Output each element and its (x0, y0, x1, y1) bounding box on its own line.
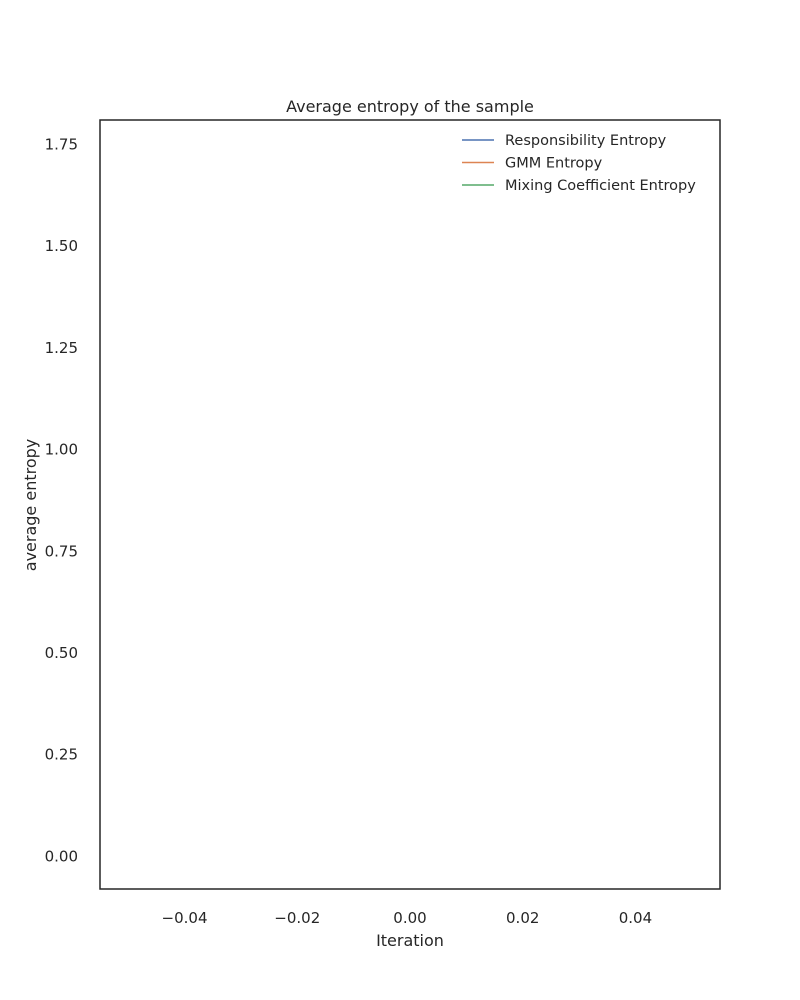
y-tick-label: 0.75 (45, 542, 78, 560)
legend-label: Mixing Coefficient Entropy (505, 178, 696, 194)
legend-label: Responsibility Entropy (505, 133, 667, 149)
x-tick-label: −0.04 (162, 909, 208, 927)
x-axis-ticks: −0.04 −0.02 0.00 0.02 0.04 (162, 909, 653, 927)
y-tick-label: 1.50 (45, 237, 78, 255)
y-tick-label: 0.25 (45, 746, 78, 764)
y-tick-label: 1.00 (45, 441, 78, 459)
plot-area (99, 119, 721, 890)
y-tick-label: 1.25 (45, 339, 78, 357)
y-tick-label: 0.00 (45, 847, 78, 865)
y-axis-ticks: 0.00 0.25 0.50 0.75 1.00 1.25 1.50 1.75 (45, 135, 78, 865)
legend-label: GMM Entropy (505, 156, 603, 172)
y-axis-label: average entropy (21, 439, 40, 571)
x-axis-label: Iteration (376, 931, 444, 950)
y-tick-label: 0.50 (45, 644, 78, 662)
x-tick-label: 0.02 (506, 909, 539, 927)
chart-title: Average entropy of the sample (286, 97, 534, 116)
legend: Responsibility Entropy GMM Entropy Mixing … (462, 133, 696, 194)
x-tick-label: −0.02 (274, 909, 320, 927)
y-tick-label: 1.75 (45, 135, 78, 153)
x-tick-label: 0.04 (619, 909, 652, 927)
x-tick-label: 0.00 (393, 909, 426, 927)
